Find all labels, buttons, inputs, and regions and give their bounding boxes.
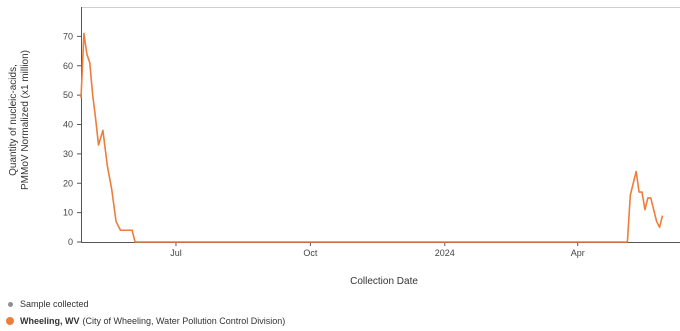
y-axis-title-line2: PMMoV Normalized (x1 million): [20, 50, 31, 190]
legend-sample-collected[interactable]: Sample collected: [6, 299, 89, 309]
legend-series-name: Wheeling, WV: [20, 316, 80, 326]
y-tick-label: 40: [63, 120, 73, 130]
y-tick-label: 70: [63, 31, 73, 41]
x-axis-title: Collection Date: [350, 276, 418, 287]
y-axis-title-line1: Quantity of nucleic-acids,: [8, 64, 19, 176]
y-tick-label: 30: [63, 149, 73, 159]
x-tick-label: Oct: [303, 248, 318, 258]
legend-sample-label: Sample collected: [20, 299, 89, 309]
legend-series-wheeling[interactable]: Wheeling, WV (City of Wheeling, Water Po…: [6, 316, 285, 326]
x-tick-label: 2024: [435, 248, 455, 258]
x-tick-label: Apr: [571, 248, 585, 258]
y-tick-label: 20: [63, 178, 73, 188]
series-dot-icon: [6, 317, 14, 325]
y-tick-label: 10: [63, 208, 73, 218]
x-ticks: Jul Oct 2024 Apr: [170, 242, 585, 258]
x-tick-label: Jul: [170, 248, 182, 258]
y-tick-label: 50: [63, 90, 73, 100]
y-axis-title: Quantity of nucleic-acids, PMMoV Normali…: [8, 50, 31, 190]
series-line-0[interactable]: [80, 32, 664, 243]
y-tick-label: 60: [63, 61, 73, 71]
legend-series-detail: (City of Wheeling, Water Pollution Contr…: [82, 316, 286, 326]
y-ticks: 0 10 20 30 40 50 60 70: [63, 31, 81, 247]
y-tick-label: 0: [68, 237, 73, 247]
series-layer: [80, 32, 664, 243]
sample-dot-icon: [8, 301, 13, 307]
